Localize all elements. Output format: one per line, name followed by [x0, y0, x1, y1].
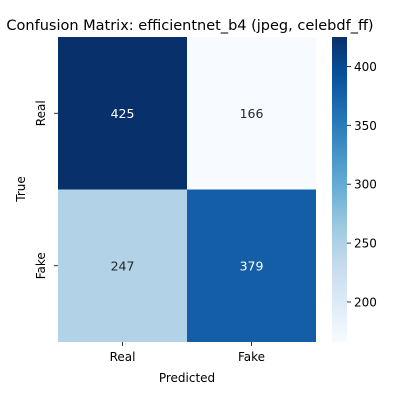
y-axis-label: True [14, 176, 28, 203]
heatmap-cells [58, 37, 316, 342]
cell-value-label: 166 [240, 106, 264, 121]
y-axis-ticks: Real Fake [34, 100, 58, 279]
colorbar-tick-label: 200 [354, 295, 377, 309]
x-axis-label: Predicted [159, 371, 215, 385]
colorbar-tick-label: 350 [354, 119, 377, 133]
colorbar-tick-label: 400 [354, 60, 377, 74]
x-tick-label: Fake [238, 350, 265, 364]
colorbar-tick-label: 300 [354, 178, 377, 192]
y-tick-label: Real [34, 100, 48, 126]
colorbar-tick-label: 250 [354, 237, 377, 251]
y-tick-label: Fake [34, 252, 48, 279]
cell-value-labels: 425 166 247 379 [111, 106, 264, 274]
cell-value-label: 425 [111, 106, 135, 121]
heatmap-cell [187, 37, 316, 190]
colorbar [332, 37, 347, 342]
x-tick-label: Real [110, 350, 136, 364]
cell-value-label: 247 [111, 258, 135, 273]
heatmap-cell [187, 189, 316, 342]
chart-title: Confusion Matrix: efficientnet_b4 (jpeg,… [6, 18, 373, 34]
cell-value-label: 379 [240, 258, 264, 273]
heatmap-cell [58, 37, 187, 190]
x-axis-ticks: Real Fake [110, 342, 265, 364]
heatmap-cell [58, 189, 187, 342]
colorbar-ticks: 200 250 300 350 400 [347, 60, 377, 309]
